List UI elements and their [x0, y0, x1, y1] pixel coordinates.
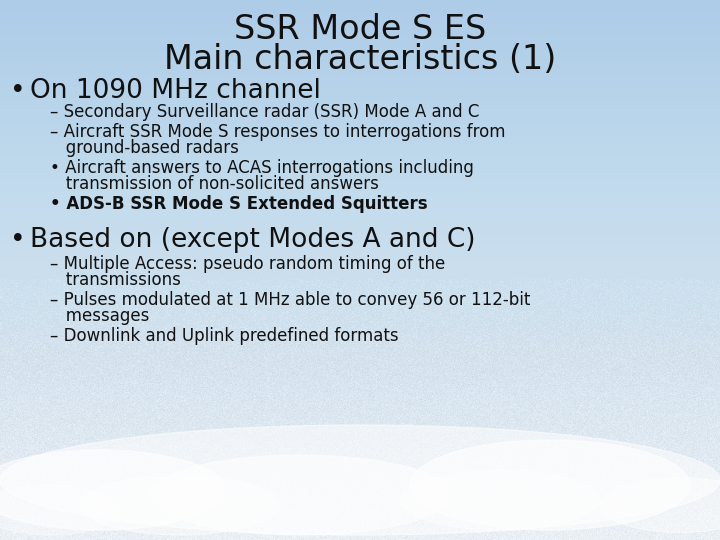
Text: Main characteristics (1): Main characteristics (1) [164, 43, 556, 76]
Text: – Secondary Surveillance radar (SSR) Mode A and C: – Secondary Surveillance radar (SSR) Mod… [50, 103, 480, 121]
Ellipse shape [410, 440, 690, 530]
Text: • ADS-B SSR Mode S Extended Squitters: • ADS-B SSR Mode S Extended Squitters [50, 195, 428, 213]
Text: SSR Mode S ES: SSR Mode S ES [234, 13, 486, 46]
Text: • Aircraft answers to ACAS interrogations including: • Aircraft answers to ACAS interrogation… [50, 159, 474, 177]
Ellipse shape [400, 470, 600, 530]
Text: transmissions: transmissions [50, 271, 181, 289]
Text: •: • [10, 227, 26, 253]
Text: ground-based radars: ground-based radars [50, 139, 239, 157]
Ellipse shape [600, 477, 720, 532]
Text: – Multiple Access: pseudo random timing of the: – Multiple Access: pseudo random timing … [50, 255, 445, 273]
Text: Based on (except Modes A and C): Based on (except Modes A and C) [30, 227, 475, 253]
Text: On 1090 MHz channel: On 1090 MHz channel [30, 78, 321, 104]
Ellipse shape [150, 455, 450, 535]
Ellipse shape [0, 450, 225, 530]
Ellipse shape [80, 475, 280, 535]
Text: transmission of non-solicited answers: transmission of non-solicited answers [50, 175, 379, 193]
Text: messages: messages [50, 307, 149, 325]
Text: •: • [10, 78, 26, 104]
Text: – Downlink and Uplink predefined formats: – Downlink and Uplink predefined formats [50, 327, 399, 345]
Text: – Aircraft SSR Mode S responses to interrogations from: – Aircraft SSR Mode S responses to inter… [50, 123, 505, 141]
Ellipse shape [0, 425, 720, 535]
Text: – Pulses modulated at 1 MHz able to convey 56 or 112-bit: – Pulses modulated at 1 MHz able to conv… [50, 291, 531, 309]
Ellipse shape [0, 485, 120, 535]
